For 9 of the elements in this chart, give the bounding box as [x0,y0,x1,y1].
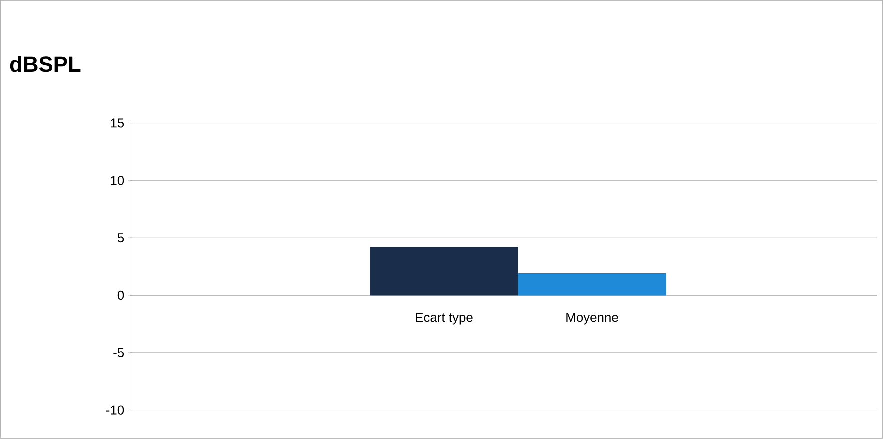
y-tick-label: 0 [118,290,124,300]
chart-title: dBSPL [10,56,81,72]
y-tick-label: 15 [111,118,124,128]
y-tick-label: -10 [106,406,124,415]
x-tick-label: Ecart type [416,313,473,325]
y-tick-label: 10 [111,176,124,186]
x-tick-label: Moyenne [566,313,618,325]
y-tick-label: 5 [118,234,124,243]
y-tick-label: -5 [114,348,124,358]
